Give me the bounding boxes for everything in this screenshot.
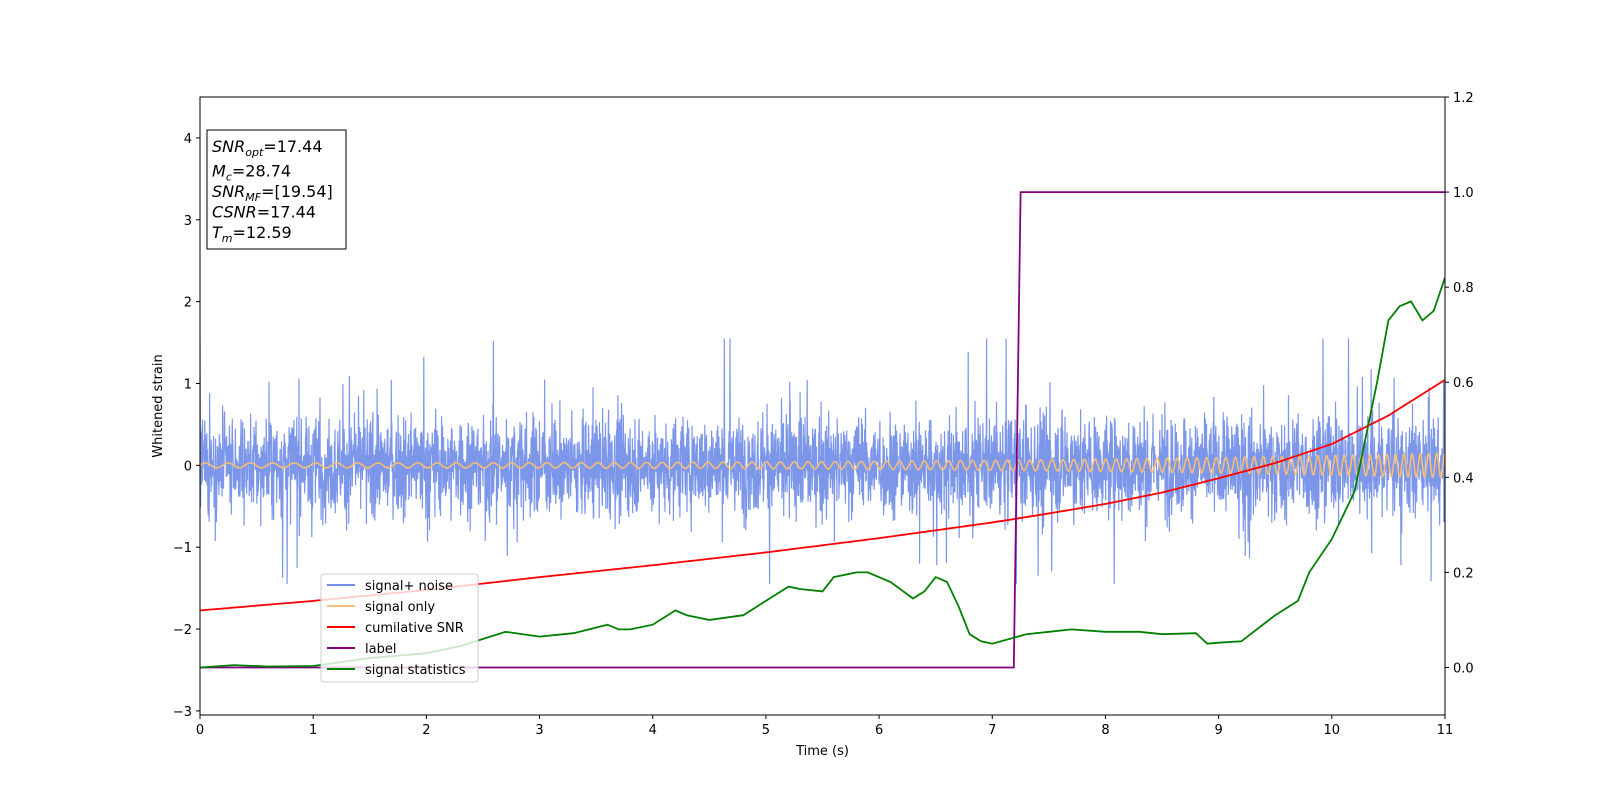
x-tick-label: 4 <box>649 723 657 738</box>
x-tick-label: 5 <box>762 723 770 738</box>
annotation-line: Mc=28.74 <box>212 162 291 184</box>
legend-frame <box>320 573 479 683</box>
x-tick-label: 0 <box>196 723 204 738</box>
legend-entry-label: signal statistics <box>365 663 466 678</box>
annotation-frame <box>206 129 347 250</box>
y-tick-label: 1 <box>184 377 192 392</box>
ticks-layer: 0 1 2 3 4 5 6 7 8 9 10 11 −3 −2 −1 0 1 2 3 4 0.0 0.2 0.4 0.6 0.8… <box>173 91 1474 738</box>
x-tick-label: 7 <box>988 723 996 738</box>
y-tick-label: −2 <box>173 623 192 638</box>
x-tick-label: 6 <box>875 723 883 738</box>
x-tick-label: 8 <box>1101 723 1109 738</box>
y2-tick-label: 1.2 <box>1453 91 1474 106</box>
annotation-line: SNRopt=17.44 <box>212 137 323 159</box>
x-axis-label: Time (s) <box>795 744 849 759</box>
x-tick-label: 10 <box>1324 723 1341 738</box>
y2-tick-label: 0.2 <box>1453 566 1474 581</box>
annotation-line: Tm=12.59 <box>212 223 292 245</box>
y-tick-label: 0 <box>184 459 192 474</box>
y2-tick-label: 0.4 <box>1453 471 1474 486</box>
y2-tick-label: 0.0 <box>1453 661 1474 676</box>
annotation-line: CSNR=17.44 <box>212 203 316 222</box>
series-signal-only-line <box>200 451 1445 479</box>
legend-entry-label: signal+ noise <box>365 579 453 594</box>
y2-tick-label: 1.0 <box>1453 186 1474 201</box>
y-tick-label: 4 <box>184 132 192 147</box>
legend: signal+ noise signal only cumilative SNR la… <box>320 573 479 683</box>
y-tick-label: −3 <box>173 705 192 720</box>
x-tick-label: 9 <box>1214 723 1222 738</box>
legend-entry-label: signal only <box>365 600 435 615</box>
legend-entry-label: cumilative SNR <box>365 621 464 636</box>
x-tick-label: 3 <box>535 723 543 738</box>
axes-frame <box>199 96 1446 716</box>
x-tick-label: 1 <box>309 723 317 738</box>
annotation-box: SNRopt=17.44 Mc=28.74SNRMF=[19.54]CSNR=17… <box>206 129 347 250</box>
y2-tick-label: 0.6 <box>1453 376 1474 391</box>
series-signal-statistics-line <box>200 277 1445 669</box>
annotation-line: SNRMF=[19.54] <box>212 182 333 204</box>
y2-tick-label: 0.8 <box>1453 281 1474 296</box>
series-label-line <box>200 191 1445 669</box>
x-tick-label: 2 <box>422 723 430 738</box>
series-signal-noise-line <box>200 334 1445 585</box>
y-axis-label: Whitened strain <box>151 354 166 457</box>
y-tick-label: 2 <box>184 296 192 311</box>
y-tick-label: −1 <box>173 541 192 556</box>
legend-entry-label: label <box>365 642 396 657</box>
y-tick-label: 3 <box>184 214 192 229</box>
x-tick-label: 11 <box>1437 723 1454 738</box>
